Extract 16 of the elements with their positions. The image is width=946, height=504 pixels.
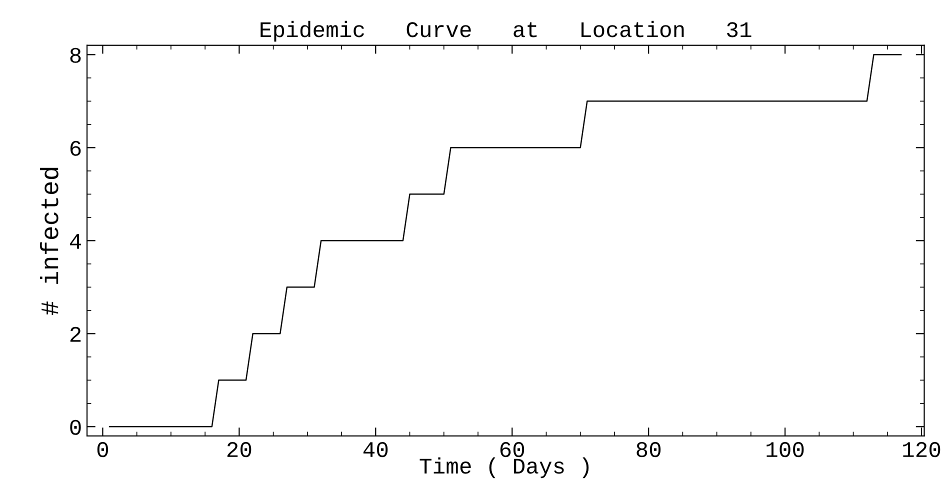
- x-tick-label: 120: [903, 442, 940, 458]
- x-tick-label: 20: [227, 442, 252, 458]
- x-tick-label: 0: [97, 442, 108, 458]
- y-axis-title: # infected: [40, 168, 58, 316]
- x-tick-label: 80: [636, 442, 661, 458]
- y-tick-label: 4: [70, 234, 82, 249]
- x-axis-title: Time ( Days ): [420, 457, 589, 478]
- x-tick-label: 40: [363, 442, 388, 458]
- y-tick-label: 8: [70, 48, 81, 63]
- y-tick-label: 2: [70, 326, 81, 342]
- line-series: [108, 54, 902, 428]
- y-tick-label: 0: [70, 420, 81, 435]
- chart-title: Epidemic Curve at Location 31: [260, 20, 752, 42]
- x-tick-label: 60: [500, 442, 524, 458]
- x-tick-label: 100: [766, 442, 804, 458]
- y-tick-label: 6: [70, 140, 81, 156]
